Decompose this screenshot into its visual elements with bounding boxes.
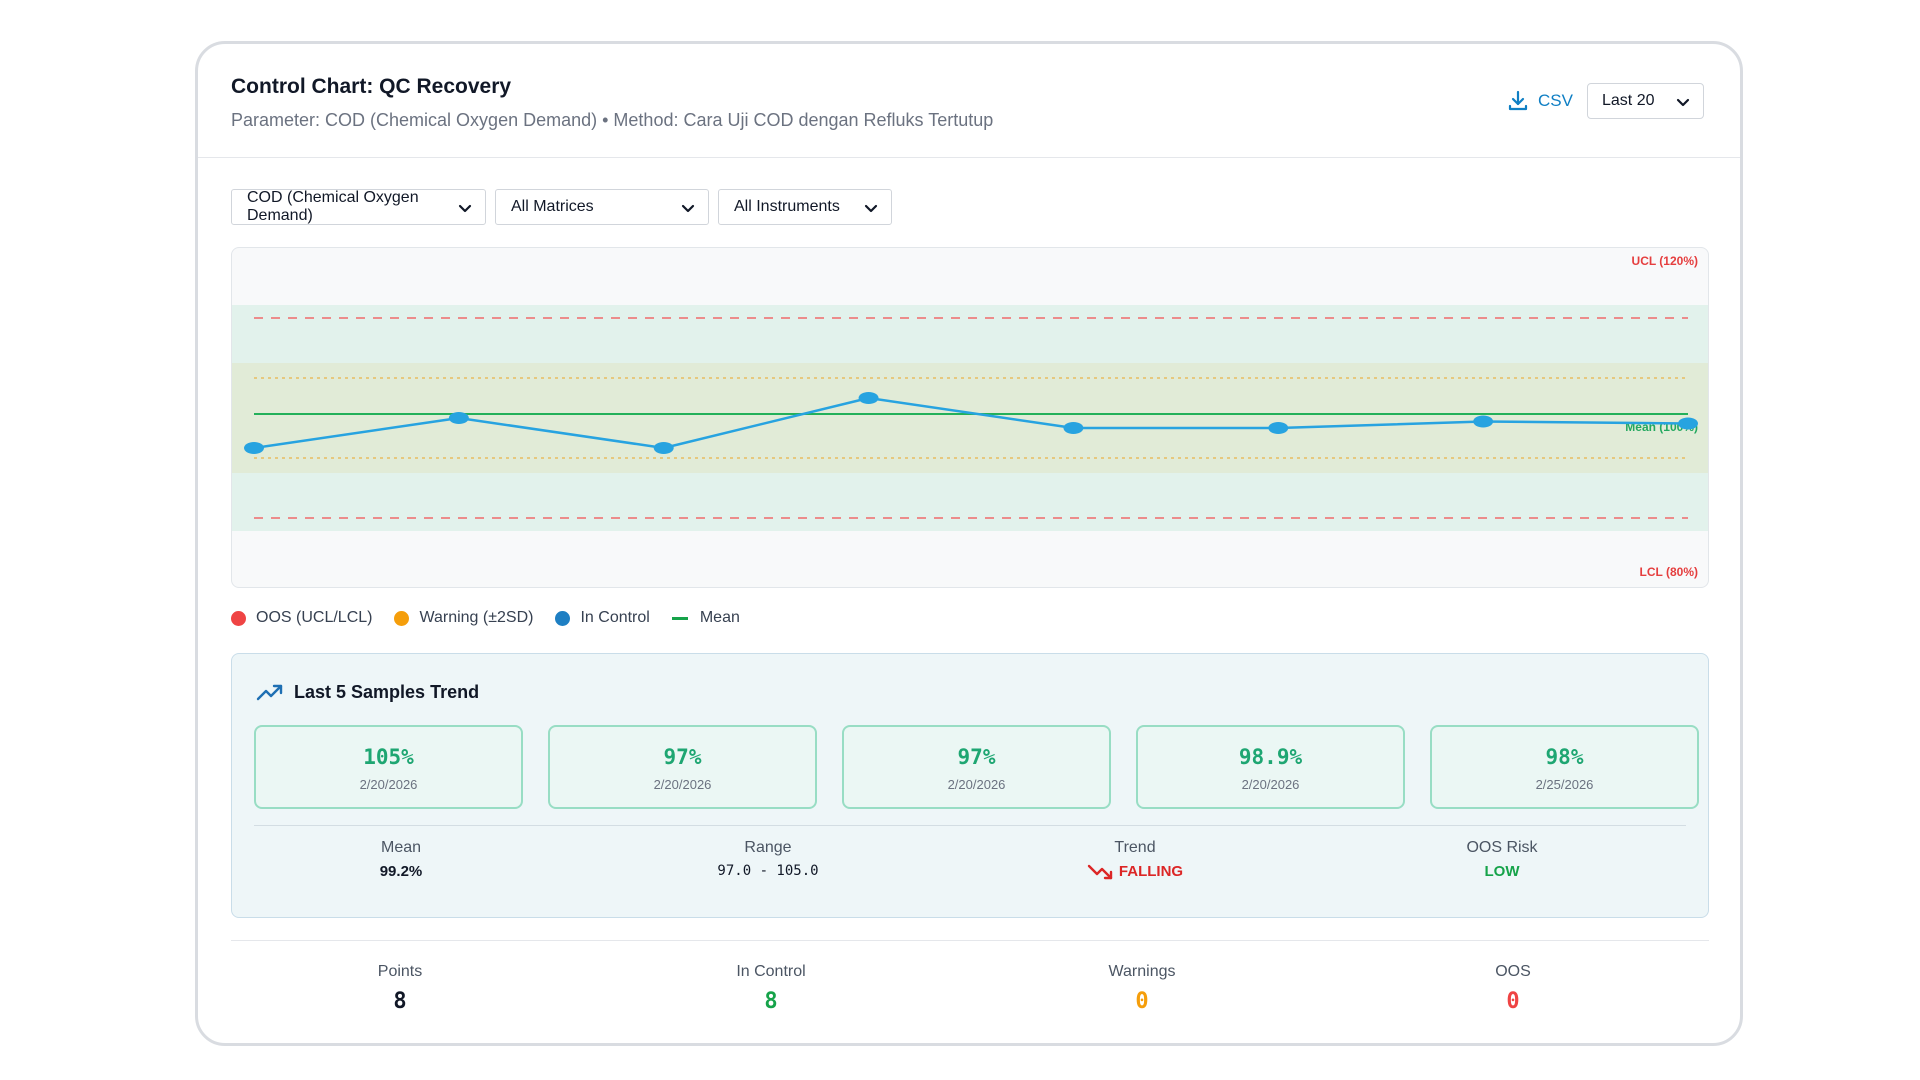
card-header: Control Chart: QC Recovery Parameter: CO… [198, 44, 1740, 158]
sample-value: 97% [663, 745, 702, 769]
summary-label: Warnings [1108, 963, 1176, 980]
summary-warnings: Warnings 0 [1022, 963, 1262, 1014]
sample-value: 105% [363, 745, 414, 769]
trend-stat-label: Range [744, 839, 792, 856]
series-line [253, 396, 1689, 450]
legend-swatch-mean [671, 616, 688, 620]
instrument-select-value: All Instruments [734, 198, 840, 215]
sample-date: 2/20/2026 [1241, 777, 1300, 792]
summary-value: 8 [393, 989, 407, 1014]
trend-header: Last 5 Samples Trend [256, 681, 479, 703]
csv-label: CSV [1538, 91, 1573, 110]
trend-stat-label: Trend [1114, 839, 1156, 856]
download-icon [1508, 90, 1528, 111]
trend-stat-value: 97.0 - 105.0 [717, 863, 819, 879]
sample-card: 105% 2/20/2026 [254, 725, 523, 809]
data-point [448, 412, 469, 424]
chevron-down-icon [681, 204, 695, 213]
summary-value: 0 [1506, 989, 1520, 1014]
sample-value: 98% [1545, 745, 1584, 769]
legend-item-in-control: In Control [555, 609, 650, 627]
control-chart-svg: UCL (120%)LCL (80%)Mean (100%) [232, 254, 1708, 579]
legend-item-warning: Warning (±2SD) [394, 609, 533, 627]
matrix-select[interactable]: All Matrices [495, 189, 709, 225]
lcl-label: LCL (80%) [1640, 565, 1698, 579]
chevron-down-icon [458, 204, 472, 213]
parameter-select[interactable]: COD (Chemical Oxygen Demand) [231, 189, 486, 225]
legend-item-mean: Mean [671, 609, 740, 627]
data-point [858, 392, 879, 404]
matrix-select-value: All Matrices [511, 198, 594, 215]
data-point [1063, 422, 1084, 434]
sample-date: 2/25/2026 [1535, 777, 1594, 792]
sample-value: 97% [957, 745, 996, 769]
legend-label-warning: Warning (±2SD) [419, 609, 534, 626]
trend-stat-value-row: FALLING [1015, 863, 1255, 880]
trend-stat-range: Range 97.0 - 105.0 [648, 839, 888, 879]
chart-legend: OOS (UCL/LCL) Warning (±2SD) In Control … [231, 609, 762, 627]
sample-card: 97% 2/20/2026 [842, 725, 1111, 809]
range-select[interactable]: Last 20 [1587, 83, 1704, 119]
legend-label-oos: OOS (UCL/LCL) [256, 609, 373, 626]
trending-up-icon [256, 684, 283, 701]
warning-band [232, 363, 1708, 473]
sample-date: 2/20/2026 [947, 777, 1006, 792]
summary-in-control: In Control 8 [651, 963, 891, 1014]
trend-direction: FALLING [1118, 863, 1184, 880]
trend-stat-value: 99.2% [379, 863, 423, 880]
trend-stat-value: LOW [1484, 863, 1520, 880]
trend-panel: Last 5 Samples Trend 105% 2/20/2026 97% … [231, 653, 1709, 918]
csv-download-button[interactable]: CSV [1506, 89, 1573, 113]
sample-card: 97% 2/20/2026 [548, 725, 817, 809]
legend-label-in-control: In Control [580, 609, 650, 626]
summary-label: OOS [1495, 963, 1531, 980]
ucl-label: UCL (120%) [1632, 254, 1698, 268]
chevron-down-icon [1676, 98, 1690, 107]
data-point [653, 442, 674, 454]
trend-divider [254, 825, 1686, 826]
range-select-value: Last 20 [1602, 92, 1655, 109]
control-chart: UCL (120%) LCL (80%) Mean (100%) [231, 247, 1709, 588]
legend-label-mean: Mean [699, 609, 740, 626]
trend-stat-trend: Trend FALLING [1015, 839, 1255, 880]
data-point [1268, 422, 1289, 434]
data-point [1678, 417, 1698, 430]
sample-date: 2/20/2026 [359, 777, 418, 792]
trend-stat-label: OOS Risk [1466, 839, 1538, 856]
sample-date: 2/20/2026 [653, 777, 712, 792]
sample-card: 98.9% 2/20/2026 [1136, 725, 1405, 809]
trend-stat-mean: Mean 99.2% [281, 839, 521, 880]
summary-points: Points 8 [280, 963, 520, 1014]
legend-swatch-oos [231, 610, 246, 626]
sample-value: 98.9% [1238, 745, 1303, 769]
sample-card: 98% 2/25/2026 [1430, 725, 1699, 809]
summary-label: In Control [736, 963, 806, 980]
data-point [1473, 415, 1494, 428]
summary-label: Points [377, 963, 423, 980]
trend-title: Last 5 Samples Trend [294, 681, 480, 702]
trending-down-icon [1087, 864, 1113, 879]
summary-value: 8 [764, 989, 778, 1014]
parameter-select-value: COD (Chemical Oxygen Demand) [247, 189, 419, 224]
page-title: Control Chart: QC Recovery [231, 75, 512, 98]
chevron-down-icon [864, 204, 878, 213]
legend-swatch-in-control [555, 610, 571, 626]
legend-swatch-warning [394, 610, 410, 626]
control-chart-card: Control Chart: QC Recovery Parameter: CO… [195, 41, 1743, 1046]
summary-divider [231, 940, 1709, 941]
data-point [244, 442, 264, 454]
legend-item-oos: OOS (UCL/LCL) [231, 609, 372, 627]
trend-stat-risk: OOS Risk LOW [1382, 839, 1622, 880]
instrument-select[interactable]: All Instruments [718, 189, 892, 225]
page-subtitle: Parameter: COD (Chemical Oxygen Demand) … [231, 110, 994, 130]
summary-oos: OOS 0 [1393, 963, 1633, 1014]
summary-value: 0 [1135, 989, 1149, 1014]
trend-stat-label: Mean [380, 839, 422, 856]
